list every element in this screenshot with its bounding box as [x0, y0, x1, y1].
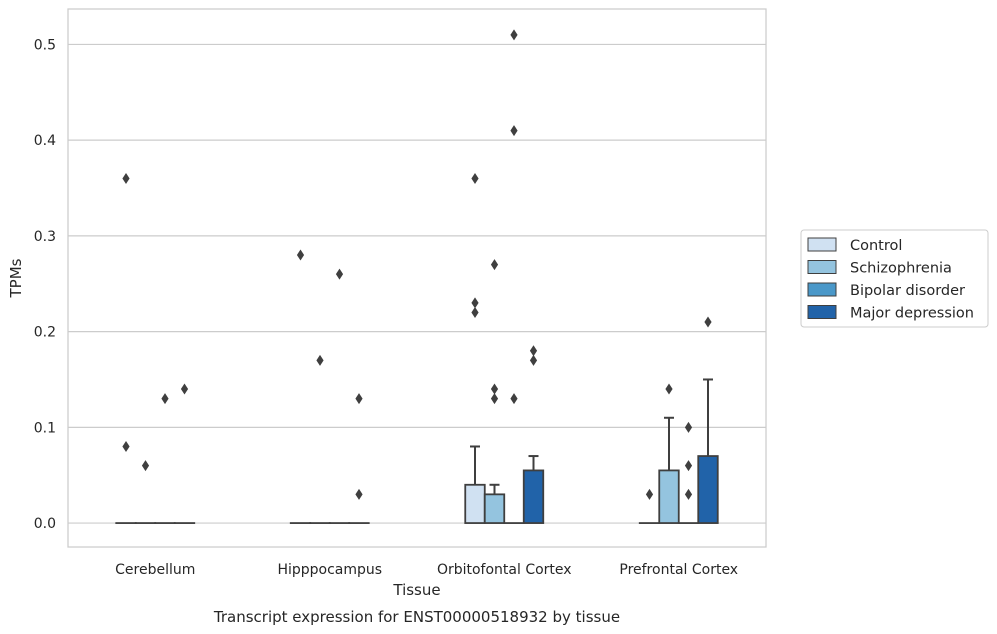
x-tick-label: Prefrontal Cortex	[619, 562, 738, 578]
x-axis-title: Tissue	[392, 581, 440, 599]
legend-swatch	[807, 260, 837, 274]
y-tick-label: 0.2	[34, 325, 56, 341]
outlier-point	[471, 172, 479, 184]
outlier-point	[161, 393, 169, 405]
outlier-point	[529, 354, 538, 366]
legend-label: Major depression	[850, 306, 974, 322]
x-axis-ticks: Cerebellum Hipppocampus Orbitofontal Corte…	[115, 562, 738, 578]
legend-label: Bipolar disorder	[850, 283, 965, 299]
outlier-point	[704, 316, 712, 328]
bars	[115, 378, 719, 524]
legend-label: Schizophrenia	[850, 261, 952, 277]
bar	[697, 455, 719, 524]
outlier-point	[355, 393, 363, 405]
outlier-point	[510, 393, 518, 405]
legend-frame	[800, 229, 989, 328]
outlier-point	[490, 383, 499, 395]
outlier-point	[122, 172, 130, 184]
x-tick-label: Hipppocampus	[277, 562, 382, 578]
outliers	[122, 29, 712, 500]
outlier-point	[490, 393, 499, 405]
chart-title: Transcript expression for ENST0000051893…	[213, 608, 620, 626]
bar	[522, 469, 545, 524]
y-axis-ticks: 0.0 0.1 0.2 0.3 0.4 0.5	[34, 37, 56, 532]
bar	[464, 483, 486, 524]
outlier-point	[335, 268, 344, 280]
outlier-point	[355, 488, 363, 500]
x-tick-label: Orbitofontal Cortex	[437, 562, 572, 578]
y-tick-label: 0.3	[34, 229, 56, 245]
y-tick-label: 0.4	[34, 133, 56, 149]
legend-swatch	[807, 282, 837, 297]
outlier-point	[141, 460, 150, 472]
outlier-point	[180, 383, 189, 395]
plot-frame	[67, 8, 767, 548]
x-tick-label: Cerebellum	[115, 562, 195, 578]
bar	[658, 469, 680, 524]
gridlines	[68, 43, 766, 524]
outlier-point	[471, 306, 479, 318]
outlier-point	[490, 259, 499, 271]
outlier-point	[316, 354, 324, 366]
outlier-point	[296, 249, 305, 261]
outlier-point	[471, 297, 479, 309]
bar	[483, 493, 506, 524]
outlier-point	[529, 345, 538, 357]
legend: Control Schizophrenia Bipolar disorder Majo…	[800, 229, 989, 328]
outlier-point	[645, 488, 654, 500]
y-axis-title: TPMs	[7, 258, 25, 298]
y-tick-label: 0.1	[34, 420, 56, 436]
outlier-point	[684, 460, 693, 472]
legend-swatch	[807, 237, 837, 252]
outlier-point	[122, 440, 130, 452]
y-tick-label: 0.0	[34, 516, 56, 532]
outlier-point	[665, 383, 673, 395]
outlier-point	[510, 125, 518, 137]
legend-swatch	[807, 305, 837, 319]
outlier-point	[684, 421, 693, 433]
outlier-point	[510, 29, 518, 41]
y-tick-label: 0.5	[34, 37, 56, 53]
outlier-point	[684, 488, 693, 500]
legend-label: Control	[850, 238, 902, 254]
